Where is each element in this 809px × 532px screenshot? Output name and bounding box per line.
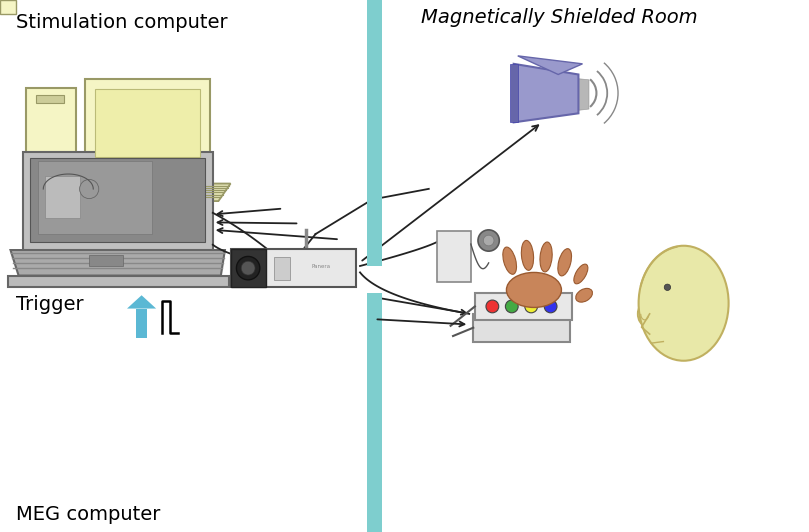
Ellipse shape [637, 303, 652, 325]
Circle shape [79, 179, 99, 198]
Bar [23, 152, 213, 250]
Text: MEG computer: MEG computer [16, 505, 160, 525]
Bar [231, 249, 265, 287]
Circle shape [506, 300, 518, 313]
Circle shape [241, 261, 255, 275]
Text: Panera: Panera [311, 264, 330, 269]
Polygon shape [11, 250, 225, 276]
Circle shape [478, 230, 499, 251]
Circle shape [525, 300, 537, 313]
Bar [473, 314, 570, 342]
Bar [231, 249, 356, 287]
Bar [510, 64, 518, 122]
Polygon shape [127, 295, 156, 309]
Ellipse shape [576, 288, 592, 302]
Text: Magnetically Shielded Room: Magnetically Shielded Room [421, 7, 697, 27]
Polygon shape [53, 184, 231, 201]
Ellipse shape [540, 242, 553, 272]
Bar [26, 88, 76, 194]
Bar [36, 95, 63, 103]
Bar [95, 88, 201, 157]
Bar [8, 276, 229, 287]
Polygon shape [514, 64, 578, 122]
Circle shape [486, 300, 498, 313]
Circle shape [483, 235, 494, 246]
Ellipse shape [503, 247, 516, 275]
Bar [30, 157, 205, 242]
Bar [367, 0, 382, 266]
Circle shape [236, 256, 260, 280]
Bar [437, 231, 471, 282]
Bar [45, 176, 79, 218]
Bar [0, 1, 16, 14]
Ellipse shape [638, 246, 729, 361]
Polygon shape [659, 334, 704, 354]
Ellipse shape [521, 240, 534, 270]
Ellipse shape [506, 272, 561, 307]
Bar [136, 309, 147, 338]
Bar [38, 162, 152, 234]
Bar [274, 256, 290, 280]
Bar [89, 255, 124, 266]
Text: Trigger: Trigger [16, 295, 84, 314]
Polygon shape [518, 56, 582, 74]
Polygon shape [522, 73, 589, 117]
Circle shape [664, 284, 671, 290]
Text: Stimulation computer: Stimulation computer [16, 13, 228, 32]
Ellipse shape [574, 264, 588, 284]
Circle shape [544, 300, 557, 313]
Bar [85, 79, 210, 177]
Bar [475, 293, 572, 320]
Ellipse shape [558, 248, 571, 276]
Bar [367, 293, 382, 532]
